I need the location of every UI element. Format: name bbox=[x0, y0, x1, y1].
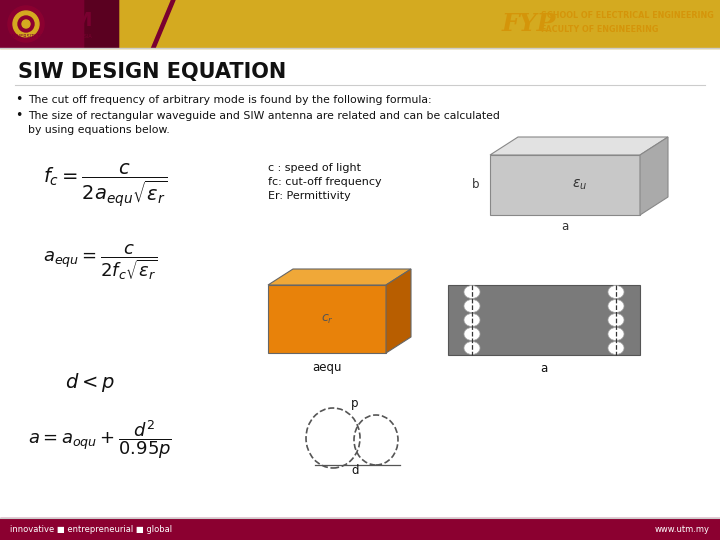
Polygon shape bbox=[490, 137, 668, 155]
Text: a: a bbox=[541, 362, 548, 375]
Text: $a_{equ} = \dfrac{c}{2f_c\sqrt{\varepsilon_r}}$: $a_{equ} = \dfrac{c}{2f_c\sqrt{\varepsil… bbox=[42, 242, 158, 282]
Text: www.utm.my: www.utm.my bbox=[655, 524, 710, 534]
Text: $d < p$: $d < p$ bbox=[65, 370, 115, 394]
Ellipse shape bbox=[464, 286, 480, 299]
Text: FYP: FYP bbox=[502, 12, 557, 36]
Polygon shape bbox=[120, 0, 170, 48]
Polygon shape bbox=[268, 285, 386, 353]
Text: aequ: aequ bbox=[312, 361, 342, 374]
Text: d: d bbox=[351, 463, 359, 476]
Ellipse shape bbox=[608, 341, 624, 354]
Text: $\varepsilon_u$: $\varepsilon_u$ bbox=[572, 178, 588, 192]
Ellipse shape bbox=[464, 327, 480, 341]
Text: b: b bbox=[472, 179, 480, 192]
Ellipse shape bbox=[608, 300, 624, 313]
Circle shape bbox=[8, 6, 44, 42]
Polygon shape bbox=[640, 137, 668, 215]
Bar bbox=[0, 0, 720, 48]
Polygon shape bbox=[85, 0, 155, 48]
Text: •: • bbox=[15, 110, 22, 123]
Text: $f_c = \dfrac{c}{2a_{equ}\sqrt{\varepsilon_r}}$: $f_c = \dfrac{c}{2a_{equ}\sqrt{\varepsil… bbox=[42, 161, 167, 209]
Polygon shape bbox=[386, 269, 411, 353]
Text: SCHOOL OF ELECTRICAL ENGINEERING: SCHOOL OF ELECTRICAL ENGINEERING bbox=[541, 11, 714, 21]
Text: UNIVERSITI TEKNOLOGI MALAYSIA: UNIVERSITI TEKNOLOGI MALAYSIA bbox=[8, 33, 92, 38]
Text: Er: Permittivity: Er: Permittivity bbox=[268, 191, 351, 201]
Ellipse shape bbox=[608, 314, 624, 327]
Text: innovative ■ entrepreneurial ■ global: innovative ■ entrepreneurial ■ global bbox=[10, 524, 172, 534]
Text: $a = a_{oqu} + \dfrac{d^2}{0.95p}$: $a = a_{oqu} + \dfrac{d^2}{0.95p}$ bbox=[28, 418, 172, 461]
Ellipse shape bbox=[608, 286, 624, 299]
Ellipse shape bbox=[608, 327, 624, 341]
Text: The cut off frequency of arbitrary mode is found by the following formula:: The cut off frequency of arbitrary mode … bbox=[28, 95, 431, 105]
Circle shape bbox=[18, 16, 34, 32]
Text: c : speed of light: c : speed of light bbox=[268, 163, 361, 173]
Text: •: • bbox=[15, 93, 22, 106]
Polygon shape bbox=[268, 269, 411, 285]
Circle shape bbox=[13, 11, 39, 37]
Circle shape bbox=[22, 20, 30, 28]
Ellipse shape bbox=[464, 300, 480, 313]
Text: The size of rectangular waveguide and SIW antenna are related and can be calcula: The size of rectangular waveguide and SI… bbox=[28, 111, 500, 121]
Text: $c_r$: $c_r$ bbox=[320, 313, 333, 326]
Bar bbox=[448, 285, 640, 355]
Text: a: a bbox=[562, 220, 569, 233]
Ellipse shape bbox=[464, 314, 480, 327]
Text: by using equations below.: by using equations below. bbox=[28, 125, 170, 135]
Ellipse shape bbox=[464, 341, 480, 354]
Text: fc: cut-off frequency: fc: cut-off frequency bbox=[268, 177, 382, 187]
Text: UTM: UTM bbox=[44, 10, 92, 30]
Polygon shape bbox=[490, 155, 640, 215]
Polygon shape bbox=[0, 0, 175, 48]
Text: SIW DESIGN EQUATION: SIW DESIGN EQUATION bbox=[18, 62, 287, 82]
Text: p: p bbox=[351, 396, 359, 409]
Bar bbox=[0, 518, 720, 540]
Text: FACULTY OF ENGINEERING: FACULTY OF ENGINEERING bbox=[541, 25, 658, 35]
